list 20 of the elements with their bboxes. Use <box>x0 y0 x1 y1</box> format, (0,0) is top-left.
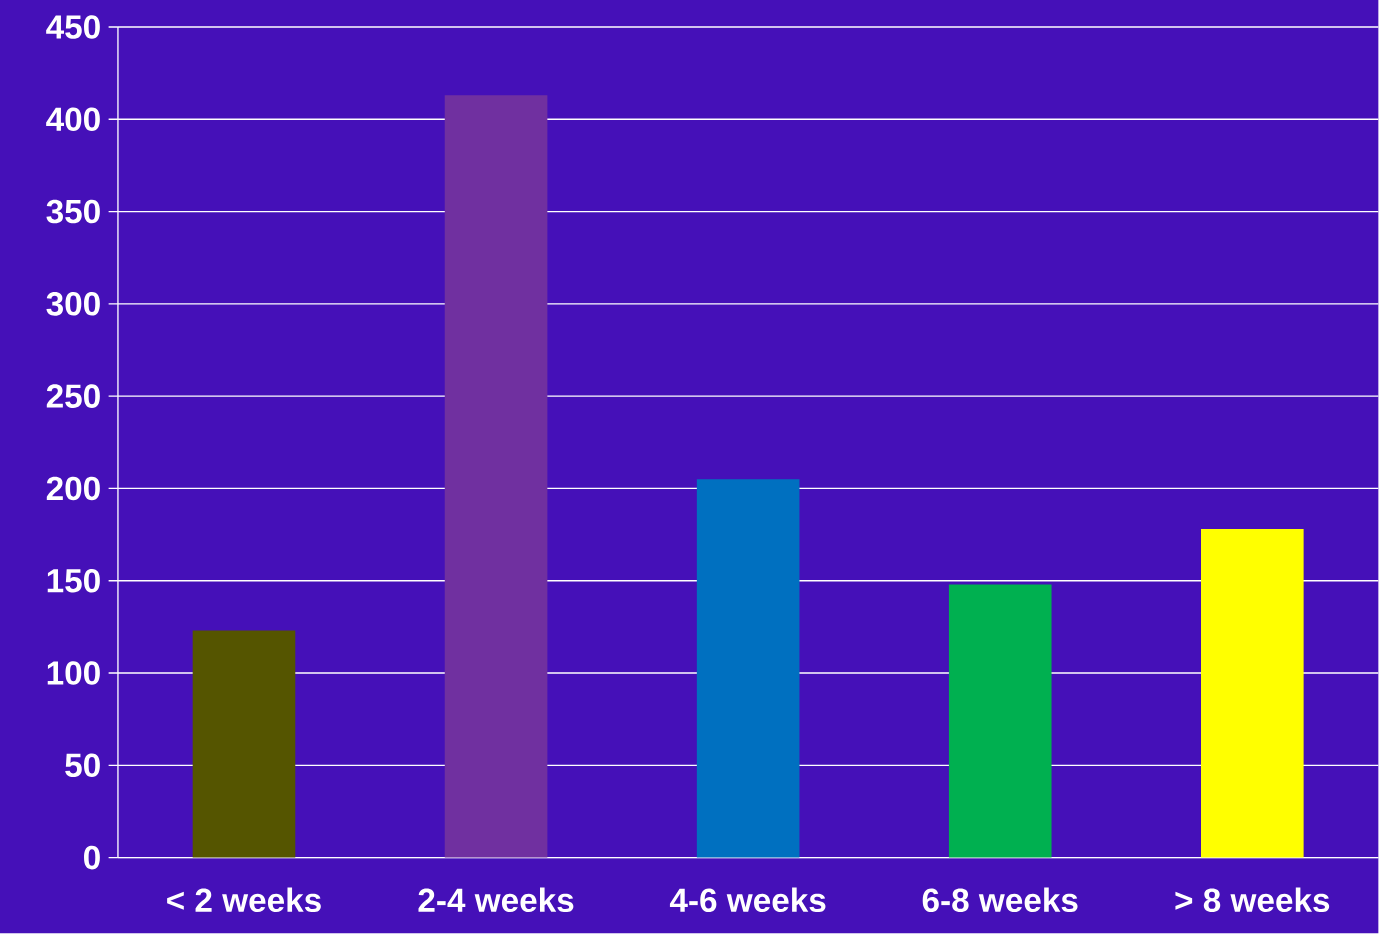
x-tick-label: 2-4 weeks <box>418 887 574 913</box>
bar <box>948 584 1052 858</box>
x-tick-label: > 8 weeks <box>1175 887 1330 913</box>
y-tick-label: 350 <box>46 199 100 224</box>
x-tick-label: < 2 weeks <box>167 887 321 913</box>
y-tick-label: 250 <box>46 384 100 409</box>
y-tick-label: 300 <box>46 292 100 316</box>
y-tick-label: 200 <box>46 476 100 501</box>
y-tick-label: 100 <box>47 661 100 686</box>
y-tick-label: 0 <box>84 846 100 870</box>
bar <box>444 95 548 858</box>
x-tick-label: 4-6 weeks <box>669 887 826 913</box>
y-tick-label: 400 <box>46 107 100 132</box>
bar <box>1201 529 1304 858</box>
x-tick-label: 6-8 weeks <box>922 887 1078 913</box>
y-tick-label: 50 <box>65 753 100 778</box>
bar <box>192 630 296 858</box>
y-tick-label: 150 <box>47 569 100 593</box>
y-tick-label: 450 <box>46 15 100 39</box>
bar <box>696 479 800 858</box>
